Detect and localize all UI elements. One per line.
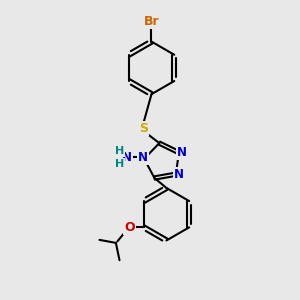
Text: Br: Br: [144, 15, 159, 28]
Text: H: H: [115, 146, 124, 156]
Text: N: N: [138, 151, 148, 164]
Text: O: O: [124, 221, 135, 234]
Text: N: N: [122, 151, 132, 164]
Text: H: H: [115, 159, 124, 169]
Text: S: S: [139, 122, 148, 135]
Text: N: N: [177, 146, 187, 159]
Text: N: N: [174, 168, 184, 181]
